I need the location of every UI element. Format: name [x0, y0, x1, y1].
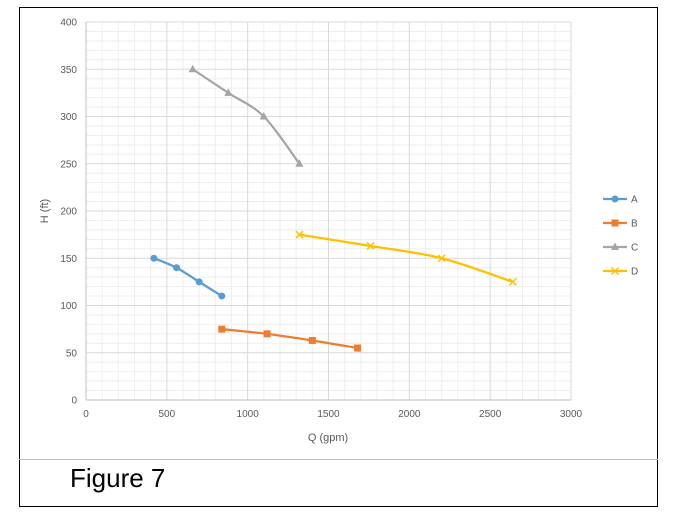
y-tick-label: 200	[60, 207, 77, 218]
x-tick-label: 3000	[560, 409, 583, 420]
y-tick-label: 300	[60, 112, 77, 123]
legend-series-c-marker	[611, 242, 619, 250]
figure-caption: Figure 7	[70, 463, 166, 493]
x-tick-label: 500	[158, 409, 175, 420]
figure-frame	[19, 7, 658, 507]
legend: A B C D	[603, 195, 638, 278]
series-a-point	[195, 278, 203, 286]
x-tick-label: 2000	[398, 409, 421, 420]
legend-series-d-label: D	[631, 267, 638, 278]
caption-divider	[19, 459, 658, 460]
series-d-line	[299, 233, 514, 283]
series-a-point	[173, 264, 181, 272]
y-tick-label: 0	[71, 396, 77, 407]
y-tick-label: 400	[60, 18, 77, 29]
y-tick-label: 100	[60, 301, 77, 312]
series-a-line	[153, 257, 223, 298]
series-b-line	[221, 328, 358, 350]
legend-series-a-marker	[611, 195, 619, 203]
series-a-point	[150, 254, 158, 262]
series-a-point	[218, 292, 226, 300]
y-tick-label: 50	[66, 348, 78, 359]
legend-series-d-marker	[610, 266, 620, 276]
axes: 0 500 1000 1500 2000 2500 3000 0 50 100 150 200 250 3…	[60, 18, 582, 421]
series-c-point	[295, 159, 304, 167]
series-d-point	[366, 241, 375, 250]
x-tick-label: 2500	[479, 409, 502, 420]
series-c-point	[259, 112, 268, 120]
series-c-line	[192, 68, 301, 165]
legend-series-b-label: B	[631, 219, 638, 230]
series-b-point	[263, 330, 271, 338]
series-c-point	[188, 64, 197, 73]
series-d-point	[508, 277, 517, 286]
series-d-point	[295, 230, 304, 239]
legend-series-b-marker	[611, 219, 619, 227]
series-layer	[150, 64, 517, 352]
y-tick-label: 150	[60, 254, 77, 265]
legend-series-c-label: C	[631, 243, 638, 254]
grid	[85, 21, 572, 401]
x-tick-label: 0	[83, 409, 89, 420]
series-b-point	[308, 336, 316, 344]
series-c-point	[224, 88, 233, 96]
x-axis-label: Q (gpm)	[308, 432, 348, 444]
x-tick-label: 1000	[237, 409, 260, 420]
y-tick-label: 250	[60, 159, 77, 170]
y-axis-label: H (ft)	[39, 199, 51, 223]
y-tick-label: 350	[60, 65, 77, 76]
legend-series-a-label: A	[631, 195, 638, 206]
series-d-point	[437, 254, 446, 263]
x-tick-label: 1500	[317, 409, 340, 420]
series-b-point	[354, 344, 362, 352]
series-b-point	[218, 325, 226, 333]
